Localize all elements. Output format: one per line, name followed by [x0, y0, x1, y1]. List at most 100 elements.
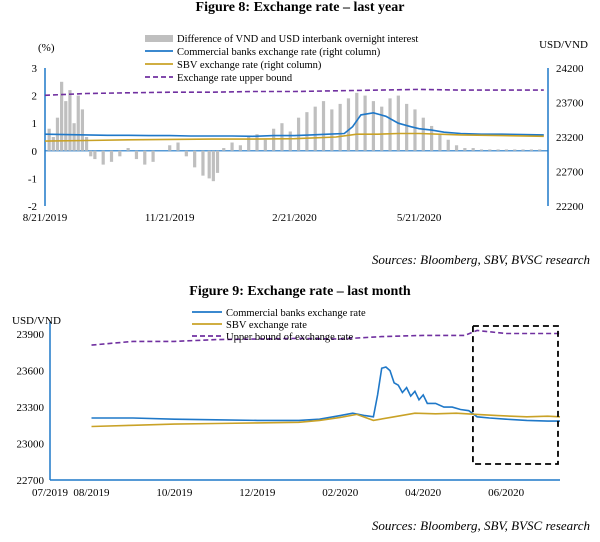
interest-bar — [479, 149, 484, 151]
figure-9-chart: 22700 23000 23300 23600 23900 USD/VND 07/2019 0… — [12, 308, 561, 499]
interest-bar — [313, 106, 317, 151]
y-axis-label: USD/VND — [12, 315, 61, 327]
x-tick-label: 06/2020 — [488, 487, 525, 499]
interest-bar — [47, 128, 51, 151]
x-tick-label: 12/2019 — [239, 487, 276, 499]
interest-bar — [346, 98, 351, 151]
series-line-sbv — [44, 132, 544, 142]
series-line-commercial — [91, 366, 560, 422]
interest-bar — [109, 150, 114, 162]
y-tick-label: 23000 — [17, 439, 45, 451]
figure-9-title: Figure 9: Exchange rate – last month — [189, 284, 411, 299]
legend-entry: Difference of VND and USD interbank over… — [177, 34, 418, 45]
interest-bar — [413, 109, 417, 151]
series-line-upper-bound — [44, 88, 544, 97]
left-tick-label: 1 — [32, 118, 38, 130]
interest-bar — [529, 149, 533, 151]
right-axis-label: USD/VND — [539, 39, 588, 51]
interest-bar — [363, 95, 367, 151]
x-tick-label: 10/2019 — [156, 487, 193, 499]
x-tick-label: 11/21/2019 — [145, 212, 195, 224]
series-line-commercial — [44, 111, 544, 138]
legend-swatch-bars — [145, 35, 173, 42]
interest-bar — [538, 149, 542, 151]
interest-bar — [330, 109, 334, 151]
x-tick-label: 2/21/2020 — [272, 212, 317, 224]
x-tick-label: 07/2019 — [32, 487, 69, 499]
right-tick-label: 22700 — [556, 167, 584, 179]
interest-bar — [93, 150, 97, 160]
interest-bar — [321, 101, 326, 151]
interest-bar — [380, 106, 384, 151]
interest-bar — [51, 137, 55, 151]
interest-bar — [76, 95, 80, 151]
interest-bar — [207, 150, 211, 179]
interest-bar — [438, 134, 442, 151]
interest-bar — [446, 139, 450, 151]
interest-bar — [247, 137, 251, 151]
interest-bar — [305, 112, 309, 151]
interest-bar — [280, 123, 284, 151]
interest-bar — [488, 149, 492, 151]
interest-bar — [193, 150, 197, 168]
interest-bar — [296, 117, 301, 151]
right-tick-label: 23200 — [556, 132, 584, 144]
interest-bar — [143, 150, 147, 165]
right-tick-label: 24200 — [556, 63, 584, 75]
series-line-upper-bound — [91, 329, 560, 346]
x-tick-label: 8/21/2019 — [23, 212, 68, 224]
y-tick-label: 23600 — [17, 366, 45, 378]
interest-bar — [134, 150, 139, 160]
left-tick-label: -2 — [28, 201, 37, 213]
interest-bar — [263, 139, 267, 151]
interest-bar — [272, 128, 276, 151]
interest-bar — [463, 148, 467, 151]
interest-bar — [255, 134, 259, 151]
figure-8-source: Sources: Bloomberg, SBV, BVSC research — [371, 252, 590, 267]
series-line-sbv — [91, 412, 561, 428]
legend-entry: Commercial banks exchange rate — [226, 308, 366, 319]
interest-bar — [471, 148, 475, 151]
left-tick-label: 0 — [32, 146, 38, 158]
highlight-box — [472, 325, 559, 465]
left-tick-label: 3 — [32, 63, 38, 75]
right-tick-label: 22200 — [556, 201, 584, 213]
y-tick-label: 23300 — [17, 402, 45, 414]
figure-8-title: Figure 8: Exchange rate – last year — [195, 0, 405, 15]
left-tick-label: 2 — [32, 91, 38, 103]
figure-9-source: Sources: Bloomberg, SBV, BVSC research — [371, 518, 590, 533]
legend-entry: Exchange rate upper bound — [177, 73, 293, 84]
y-tick-label: 23900 — [17, 329, 45, 341]
interest-bar — [68, 90, 72, 151]
x-tick-label: 08/2019 — [73, 487, 110, 499]
legend-entry: Upper bound of exchange rate — [226, 332, 353, 343]
interest-bar — [168, 145, 172, 151]
interest-bar — [230, 142, 234, 151]
interest-bar — [118, 150, 122, 157]
legend-entry: SBV exchange rate — [226, 320, 307, 331]
interest-bar — [151, 150, 155, 162]
x-tick-label: 5/21/2020 — [397, 212, 442, 224]
interest-bar — [430, 125, 434, 151]
interest-bar — [176, 142, 180, 151]
interest-bar — [521, 149, 525, 151]
interest-bar — [80, 109, 85, 151]
interest-bar — [72, 123, 76, 151]
left-axis-label: (%) — [38, 42, 55, 54]
interest-bar — [371, 101, 376, 151]
right-tick-label: 23700 — [556, 98, 584, 110]
interest-bar — [338, 103, 342, 151]
interest-bar — [222, 148, 226, 151]
interest-bar — [388, 98, 392, 151]
interest-bar — [89, 150, 93, 157]
x-tick-label: 04/2020 — [405, 487, 442, 499]
interest-bar — [496, 149, 500, 151]
interest-bar — [238, 145, 242, 151]
interest-bar — [288, 131, 292, 151]
interest-bar — [64, 101, 68, 151]
interest-bar — [454, 145, 459, 151]
legend-entry: Commercial banks exchange rate (right co… — [177, 47, 381, 58]
interest-bar — [101, 150, 105, 165]
x-tick-label: 02/2020 — [322, 487, 359, 499]
interest-bar — [211, 150, 215, 182]
